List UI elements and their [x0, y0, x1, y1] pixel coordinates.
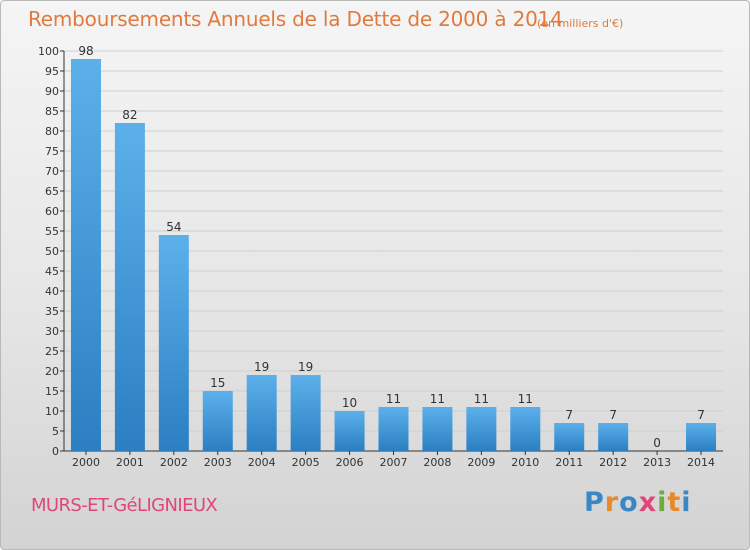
x-tick-label: 2009 [467, 456, 495, 469]
brand-letter: x [638, 487, 658, 518]
y-tick-label: 95 [45, 65, 59, 78]
y-tick-label: 50 [45, 245, 59, 258]
data-label: 11 [518, 392, 533, 406]
x-tick-label: 2008 [423, 456, 451, 469]
bar [246, 375, 277, 451]
bar [466, 407, 497, 451]
brand-logo: Proxiti [584, 487, 692, 518]
data-label: 11 [474, 392, 489, 406]
bar [114, 123, 145, 451]
x-tick-label: 2002 [160, 456, 188, 469]
y-tick-label: 55 [45, 225, 59, 238]
x-tick-label: 2010 [511, 456, 539, 469]
y-tick-label: 25 [45, 345, 59, 358]
brand-letter: t [667, 487, 682, 518]
y-tick-label: 80 [45, 125, 59, 138]
data-label: 11 [430, 392, 445, 406]
chart-subtitle: (en milliers d'€) [537, 17, 624, 30]
bar [378, 407, 409, 451]
x-tick-label: 2007 [380, 456, 408, 469]
bar [554, 423, 585, 451]
data-label: 0 [653, 436, 661, 450]
x-tick-label: 2000 [72, 456, 100, 469]
y-tick-label: 65 [45, 185, 59, 198]
x-tick-label: 2012 [599, 456, 627, 469]
data-label: 19 [298, 360, 313, 374]
y-tick-label: 20 [45, 365, 59, 378]
data-label: 11 [386, 392, 401, 406]
x-tick-label: 2003 [204, 456, 232, 469]
bar [598, 423, 629, 451]
y-tick-label: 60 [45, 205, 59, 218]
x-tick-label: 2014 [687, 456, 715, 469]
brand-letter: P [584, 487, 605, 518]
bar [70, 59, 101, 451]
y-tick-label: 35 [45, 305, 59, 318]
y-tick-label: 75 [45, 145, 59, 158]
y-tick-label: 5 [52, 425, 59, 438]
x-tick-label: 2001 [116, 456, 144, 469]
data-label: 10 [342, 396, 357, 410]
y-tick-label: 30 [45, 325, 59, 338]
brand-letter: i [681, 487, 692, 518]
x-tick-label: 2004 [248, 456, 276, 469]
data-label: 98 [78, 44, 93, 58]
y-tick-label: 85 [45, 105, 59, 118]
y-tick-label: 40 [45, 285, 59, 298]
bar [422, 407, 453, 451]
x-tick-label: 2011 [555, 456, 583, 469]
brand-letter: r [604, 487, 620, 518]
bar [202, 391, 233, 451]
data-label: 15 [210, 376, 225, 390]
data-label: 7 [609, 408, 617, 422]
y-tick-label: 10 [45, 405, 59, 418]
bar [334, 411, 365, 451]
y-tick-label: 100 [38, 45, 59, 58]
bar [158, 235, 189, 451]
data-label: 19 [254, 360, 269, 374]
brand-letter: i [657, 487, 668, 518]
commune-name: MURS-ET-GéLIGNIEUX [31, 495, 218, 516]
bar [510, 407, 541, 451]
x-tick-label: 2006 [336, 456, 364, 469]
bar [686, 423, 717, 451]
data-label: 7 [697, 408, 705, 422]
y-tick-label: 15 [45, 385, 59, 398]
y-tick-label: 0 [52, 445, 59, 458]
brand-letter: o [619, 487, 639, 518]
data-label: 82 [122, 108, 137, 122]
y-tick-label: 45 [45, 265, 59, 278]
bar [290, 375, 321, 451]
data-label: 7 [565, 408, 573, 422]
x-tick-label: 2013 [643, 456, 671, 469]
chart-title: Remboursements Annuels de la Dette de 20… [28, 7, 563, 31]
data-label: 54 [166, 220, 181, 234]
y-tick-label: 90 [45, 85, 59, 98]
y-tick-label: 70 [45, 165, 59, 178]
x-tick-label: 2005 [292, 456, 320, 469]
